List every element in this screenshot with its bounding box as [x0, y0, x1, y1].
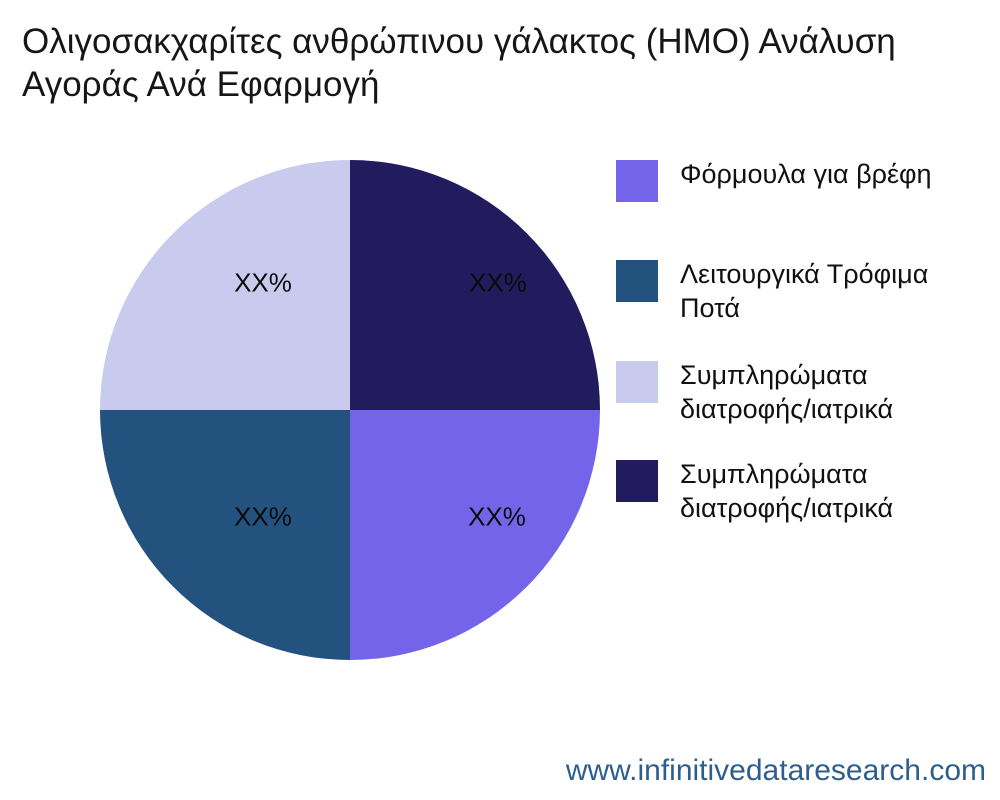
- legend-item: Φόρμουλα για βρέφη: [616, 159, 932, 202]
- legend-label: Συμπληρώματα διατροφής/ιατρικά: [680, 360, 894, 425]
- slice-percent-label-bottom-left: XX%: [234, 501, 292, 532]
- pie-circle: [100, 160, 600, 660]
- website-watermark: www.infinitivedataresearch.com: [565, 754, 986, 787]
- legend-swatch-infant-formula: [616, 160, 658, 202]
- legend-label: Συμπληρώματα διατροφής/ιατρικά: [680, 459, 894, 524]
- chart-title: Ολιγοσακχαρίτες ανθρώπινου γάλακτος (HMO…: [22, 22, 896, 105]
- legend-swatch-dietary-supplements-dark: [616, 460, 658, 502]
- legend-item: Συμπληρώματα διατροφής/ιατρικά: [616, 459, 894, 525]
- legend-label: Λειτουργικά Τρόφιμα Ποτά: [680, 259, 929, 324]
- pie-chart: XX% XX% XX% XX%: [100, 160, 600, 660]
- legend-swatch-functional-food-beverages: [616, 260, 658, 302]
- legend-label: Φόρμουλα για βρέφη: [680, 159, 932, 189]
- legend-item: Λειτουργικά Τρόφιμα Ποτά: [616, 259, 929, 325]
- slice-percent-label-top-right: XX%: [469, 267, 527, 298]
- slice-percent-label-bottom-right: XX%: [468, 501, 526, 532]
- legend-item: Συμπληρώματα διατροφής/ιατρικά: [616, 360, 894, 426]
- slice-percent-label-top-left: XX%: [234, 267, 292, 298]
- legend-swatch-dietary-supplements-light: [616, 361, 658, 403]
